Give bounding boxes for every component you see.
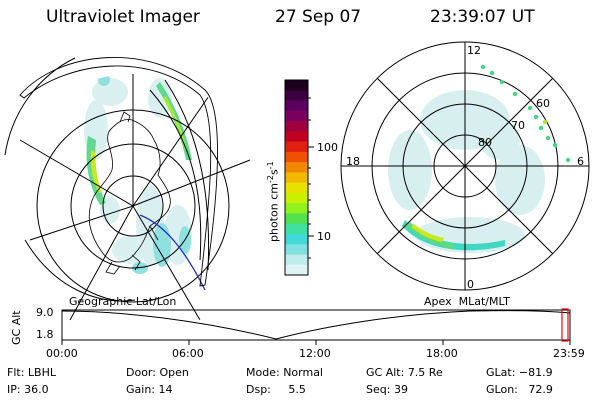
colorbar-swatch <box>285 162 308 173</box>
mlat-label-80: 80 <box>478 136 492 149</box>
mlat-label-70: 70 <box>511 119 525 132</box>
timeline-xtick-2: 12:00 <box>299 347 331 360</box>
left-moderate-emission <box>98 74 191 274</box>
info-door: Door: Open <box>126 366 189 379</box>
info-mode: Mode: Normal <box>246 366 323 379</box>
info-flt: Flt: LBHL <box>7 366 56 379</box>
info-glon: GLon: 72.9 <box>486 383 553 396</box>
mlt-label-18: 18 <box>346 155 360 168</box>
mlt-meridians <box>341 42 589 290</box>
earth-limb <box>19 57 218 287</box>
colorbar-swatch <box>285 233 308 245</box>
timeline-xtick-0: 00:00 <box>46 347 78 360</box>
geographic-map <box>4 57 251 321</box>
mlt-label-6: 6 <box>577 155 584 168</box>
colorbar-swatch <box>285 141 308 153</box>
info-ip: IP: 36.0 <box>7 383 49 396</box>
timeline-ytick-top: 9.0 <box>36 306 54 319</box>
altitude-curve <box>61 310 571 340</box>
left-map-caption: Geographic Lat/Lon <box>69 295 177 308</box>
altitude-timeline <box>61 308 571 345</box>
timeline-xtick-4: 23:59 <box>553 347 585 360</box>
right-map-caption: Apex MLat/MLT <box>424 295 510 308</box>
colorbar-tick-10: 10 <box>317 230 331 243</box>
current-time-marker <box>561 308 569 342</box>
info-gain: Gain: 14 <box>126 383 173 396</box>
time-label: 23:39:07 UT <box>430 7 535 27</box>
dayside-emission-dots <box>480 64 571 163</box>
colorbar-swatch <box>285 264 308 276</box>
colorbar-swatch <box>285 90 308 102</box>
timeline-xtick-1: 06:00 <box>172 347 204 360</box>
colorbar-swatch <box>285 254 308 266</box>
timeline-ytick-bottom: 1.8 <box>36 328 54 341</box>
colorbar-swatch <box>285 110 308 122</box>
colorbar-swatch <box>285 151 308 163</box>
orbit-track-blue <box>139 214 206 291</box>
colorbar-swatch <box>285 213 308 225</box>
instrument-title: Ultraviolet Imager <box>46 7 200 27</box>
info-gc-alt: GC Alt: 7.5 Re <box>366 366 443 379</box>
colorbar-swatch <box>285 203 308 215</box>
mlat-label-60: 60 <box>536 97 550 110</box>
colorbar-swatch <box>285 192 308 204</box>
left-longitude-grid <box>19 74 251 321</box>
date-label: 27 Sep 07 <box>275 7 362 27</box>
colorbar-swatch <box>285 100 308 112</box>
colorbar-swatch <box>285 121 308 132</box>
colorbar-ticks <box>308 97 314 259</box>
right-auroral-oval <box>402 220 505 251</box>
colorbar-swatch <box>285 80 308 91</box>
colorbar-unit-label: photon cm-2s-1 <box>266 161 281 242</box>
polar-plot <box>340 41 590 291</box>
info-glat: GLat: −81.9 <box>486 366 553 379</box>
info-dsp: Dsp: 5.5 <box>246 383 306 396</box>
timeline-axis-label: GC Alt <box>10 310 23 345</box>
colorbar-swatch <box>285 244 308 256</box>
mlt-label-0: 0 <box>467 278 474 291</box>
antarctica-coastline <box>88 119 171 263</box>
colorbar-swatch <box>285 223 308 235</box>
colorbar-swatch <box>285 172 308 184</box>
colorbar-swatch <box>285 131 308 143</box>
info-seq: Seq: 39 <box>366 383 408 396</box>
colorbar-swatch <box>285 182 308 194</box>
timeline-xtick-3: 18:00 <box>426 347 458 360</box>
colorbar-tick-100: 100 <box>317 141 338 154</box>
mlt-label-12: 12 <box>467 44 481 57</box>
colorbar <box>285 80 308 276</box>
polar-outer-ring <box>340 41 590 291</box>
left-diffuse-emission <box>84 78 192 265</box>
